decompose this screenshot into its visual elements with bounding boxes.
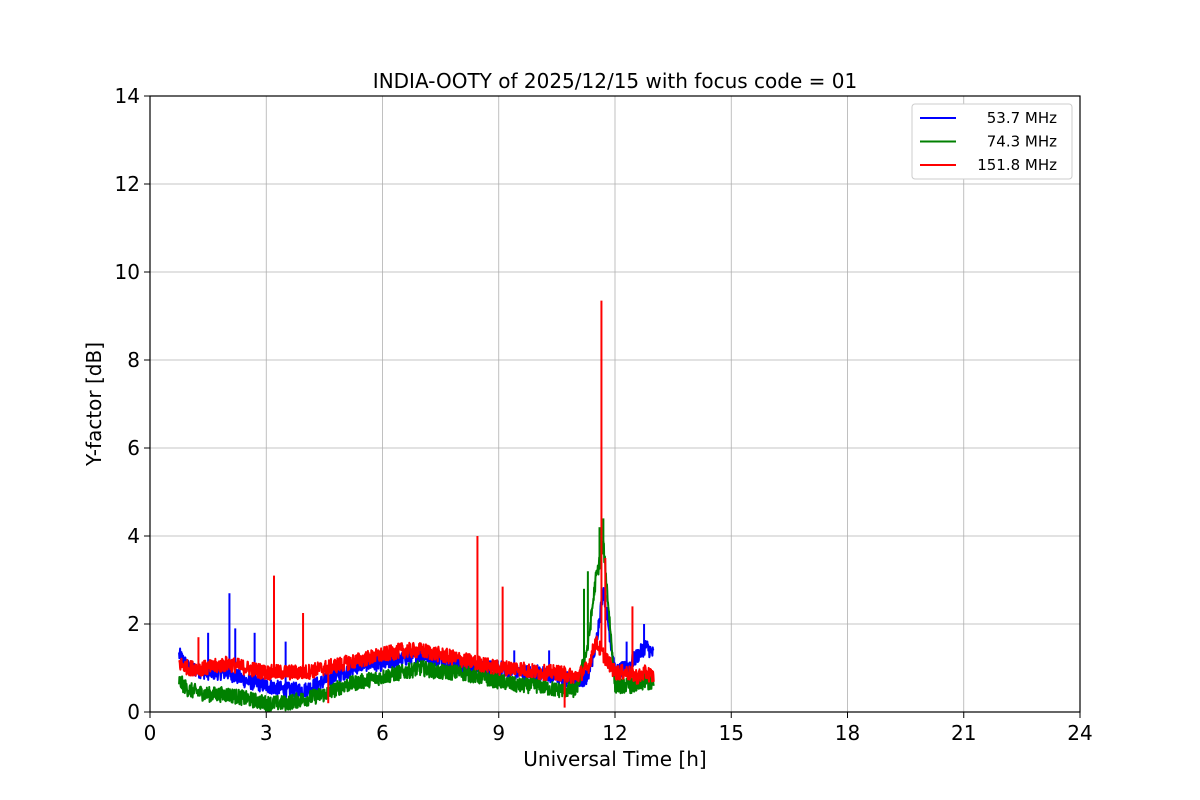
legend: 53.7 MHz 74.3 MHz 151.8 MHz <box>911 103 1073 180</box>
y-axis-label: Y-factor [dB] <box>82 342 106 467</box>
x-axis-label: Universal Time [h] <box>523 747 706 771</box>
legend-label: 151.8 MHz <box>977 156 1057 174</box>
y-tick-label: 2 <box>127 612 140 636</box>
x-tick-label: 3 <box>260 721 273 745</box>
x-tick-label: 12 <box>602 721 627 745</box>
legend-label: 74.3 MHz <box>987 133 1057 151</box>
x-tick-label: 6 <box>376 721 389 745</box>
x-tick-label: 9 <box>492 721 505 745</box>
x-tick-label: 15 <box>719 721 744 745</box>
y-tick-label: 14 <box>115 84 140 108</box>
x-tick-label: 21 <box>951 721 976 745</box>
series-layer <box>178 300 655 712</box>
legend-label: 53.7 MHz <box>987 109 1057 127</box>
y-tick-label: 10 <box>115 260 140 284</box>
y-axis-ticks: 0 2 4 6 8 10 12 14 <box>115 84 150 724</box>
series-74-3-mhz <box>178 518 655 712</box>
x-tick-label: 18 <box>835 721 860 745</box>
chart-title: INDIA-OOTY of 2025/12/15 with focus code… <box>373 69 857 93</box>
legend-box <box>911 103 1073 180</box>
x-tick-label: 0 <box>144 721 157 745</box>
series-line <box>178 635 655 685</box>
x-tick-label: 24 <box>1067 721 1092 745</box>
y-tick-label: 6 <box>127 436 140 460</box>
series-line <box>178 540 655 712</box>
y-tick-label: 8 <box>127 348 140 372</box>
y-tick-label: 4 <box>127 524 140 548</box>
series-151-8-mhz <box>178 300 655 708</box>
x-axis-ticks: 0 3 6 9 12 15 18 21 24 <box>144 712 1093 745</box>
y-tick-label: 12 <box>115 172 140 196</box>
plot-area <box>178 300 655 712</box>
y-tick-label: 0 <box>127 700 140 724</box>
